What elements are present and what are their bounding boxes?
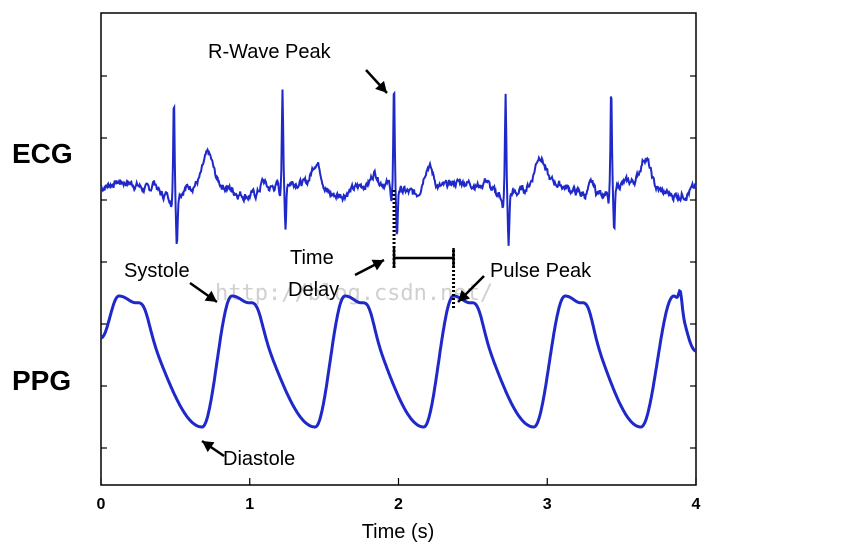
x-tick-label: 0	[97, 496, 106, 513]
pulse-peak-label: Pulse Peak	[490, 260, 592, 282]
watermark: http://blog.csdn.net/	[215, 281, 493, 306]
r-wave-peak-label: R-Wave Peak	[208, 41, 332, 63]
x-axis-title: Time (s)	[362, 521, 435, 543]
x-tick-label: 4	[692, 496, 701, 513]
ecg-series-line	[100, 89, 697, 246]
diastole-label: Diastole	[223, 448, 295, 470]
ppg-label: PPG	[12, 365, 71, 396]
time-delay-bracket	[392, 248, 455, 268]
x-axis: 0 1 2 3 4	[97, 478, 701, 513]
time-delay-label-line1: Time	[290, 247, 334, 269]
plot-frame	[100, 12, 697, 486]
annotation-arrows	[189, 69, 485, 458]
x-tick-label: 2	[394, 496, 403, 513]
ecg-label: ECG	[12, 138, 73, 169]
x-tick-label: 3	[543, 496, 552, 513]
ppg-series-line	[100, 288, 697, 429]
x-tick-label: 1	[245, 496, 254, 513]
time-delay-label-line2: Delay	[288, 279, 339, 301]
side-ticks	[101, 75, 696, 449]
systole-label: Systole	[124, 260, 190, 282]
